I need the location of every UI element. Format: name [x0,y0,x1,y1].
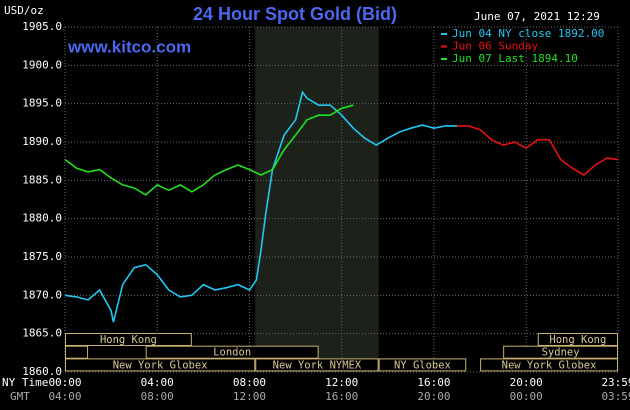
site-label: www.kitco.com [67,37,191,56]
legend-label: Jun 07 Last 1894.10 [452,52,578,65]
session-box [537,333,618,346]
x2-tick-label: 20:00 [417,390,450,403]
session-box [145,345,319,359]
x2-tick-label: 08:00 [141,390,174,403]
x-tick-label: 20:00 [510,376,543,389]
x-tick-label: 04:00 [141,376,174,389]
series-line [457,125,619,176]
x-tick-label: 16:00 [417,376,450,389]
session-label: Sydney [542,347,580,359]
x-tick-label: 12:00 [325,376,358,389]
x2-tick-label: 03:59 [601,390,630,403]
x2-tick-label: 12:00 [233,390,266,403]
session-label: Hong Kong [100,334,157,346]
y-tick-label: 1860.0 [22,365,62,378]
session-label: London [213,347,251,359]
y-tick-label: 1905.0 [22,20,62,33]
unit-label: USD/oz [4,4,44,17]
y-tick-label: 1870.0 [22,288,62,301]
session-box [255,358,379,372]
chart-title: 24 Hour Spot Gold (Bid) [193,4,397,24]
y-tick-label: 1900.0 [22,58,62,71]
x-tick-label: 08:00 [233,376,266,389]
timestamp: June 07, 2021 12:29 [474,10,600,23]
x2-axis-label: GMT [10,390,30,403]
session-shade [255,27,379,372]
y-tick-label: 1880.0 [22,212,62,225]
x-tick-label: 23:59 [601,376,630,389]
series-line [64,90,457,323]
y-tick-label: 1895.0 [22,97,62,110]
session-label: Hong Kong [549,334,606,346]
x-tick-label: 00:00 [48,376,81,389]
x2-tick-label: 16:00 [325,390,358,403]
x2-tick-label: 00:00 [510,390,543,403]
session-box [480,358,618,372]
y-tick-label: 1875.0 [22,250,62,263]
session-label: New York Globex [502,359,597,371]
x2-tick-label: 04:00 [48,390,81,403]
session-label: New York Globex [113,359,208,371]
y-tick-label: 1890.0 [22,135,62,148]
session-box [65,333,192,346]
session-box [503,345,618,359]
y-tick-label: 1885.0 [22,173,62,186]
legend-label: Jun 06 Sunday [452,40,538,53]
session-box [65,345,89,359]
session-box [378,358,467,372]
session-box [65,358,256,372]
series-line [64,104,354,196]
session-label: NY Globex [394,359,451,371]
legend-label: Jun 04 NY close 1892.00 [452,27,604,40]
session-label: New York NYMEX [273,359,362,371]
y-tick-label: 1865.0 [22,327,62,340]
x-axis-label: NY Time [2,376,48,389]
